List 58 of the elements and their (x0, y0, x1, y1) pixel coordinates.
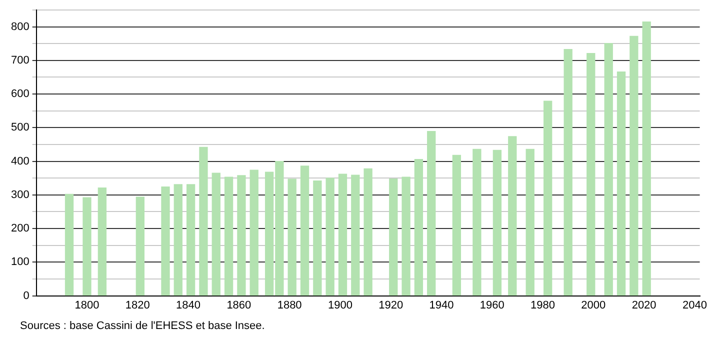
bar (452, 154, 462, 296)
bar (402, 176, 410, 296)
bar (250, 170, 258, 296)
x-tick-label: 1960 (480, 299, 504, 312)
bar (288, 178, 296, 296)
bar (174, 184, 182, 296)
bar (544, 100, 552, 296)
bar (351, 174, 360, 296)
bar (414, 158, 424, 296)
x-tick-label: 1860 (226, 299, 252, 312)
y-tick-label: 100 (10, 256, 30, 268)
bar (427, 131, 436, 296)
bar (64, 194, 74, 296)
bar (586, 53, 596, 296)
x-tick-label: 1840 (176, 299, 201, 312)
y-tick-label: 500 (10, 122, 30, 134)
bar (313, 180, 322, 296)
x-tick-label: 1800 (74, 299, 100, 312)
bar (389, 178, 398, 296)
bar (212, 172, 220, 296)
bar (82, 197, 92, 296)
bar (300, 166, 310, 296)
bar (186, 184, 196, 296)
bar (564, 49, 572, 296)
y-tick-label: 300 (10, 188, 30, 201)
x-tick-label: 1880 (277, 299, 302, 312)
bar (161, 186, 170, 296)
x-tick-label: 1820 (125, 299, 150, 312)
y-tick-label: 700 (10, 54, 30, 66)
source-note: Sources : base Cassini de l'EHESS et base Insee. (20, 320, 265, 332)
bar (199, 146, 208, 296)
bar (472, 148, 482, 296)
y-tick-label: 800 (10, 20, 30, 33)
bar (338, 174, 348, 296)
bar (237, 175, 246, 296)
x-tick-label: 1940 (429, 299, 454, 312)
bar (508, 136, 517, 296)
y-tick-label: 600 (10, 88, 30, 100)
x-tick-label: 2000 (581, 299, 606, 312)
y-tick-label: 400 (10, 155, 30, 168)
bar (364, 168, 372, 296)
bar (326, 178, 334, 296)
bar (526, 148, 534, 296)
bar (492, 150, 502, 296)
bar (136, 196, 144, 296)
x-tick-label: 1980 (530, 299, 556, 312)
y-tick-label: 200 (10, 222, 30, 235)
bar (604, 42, 613, 296)
y-tick-label: 0 (23, 290, 30, 302)
x-tick-label: 1900 (328, 299, 352, 312)
bar (642, 21, 651, 296)
bar (224, 176, 234, 296)
bar (630, 36, 638, 296)
bar (616, 72, 626, 296)
x-tick-label: 1920 (378, 299, 404, 312)
x-tick-label: 2040 (682, 299, 707, 312)
bar (98, 188, 107, 296)
x-tick-label: 2020 (632, 299, 656, 312)
